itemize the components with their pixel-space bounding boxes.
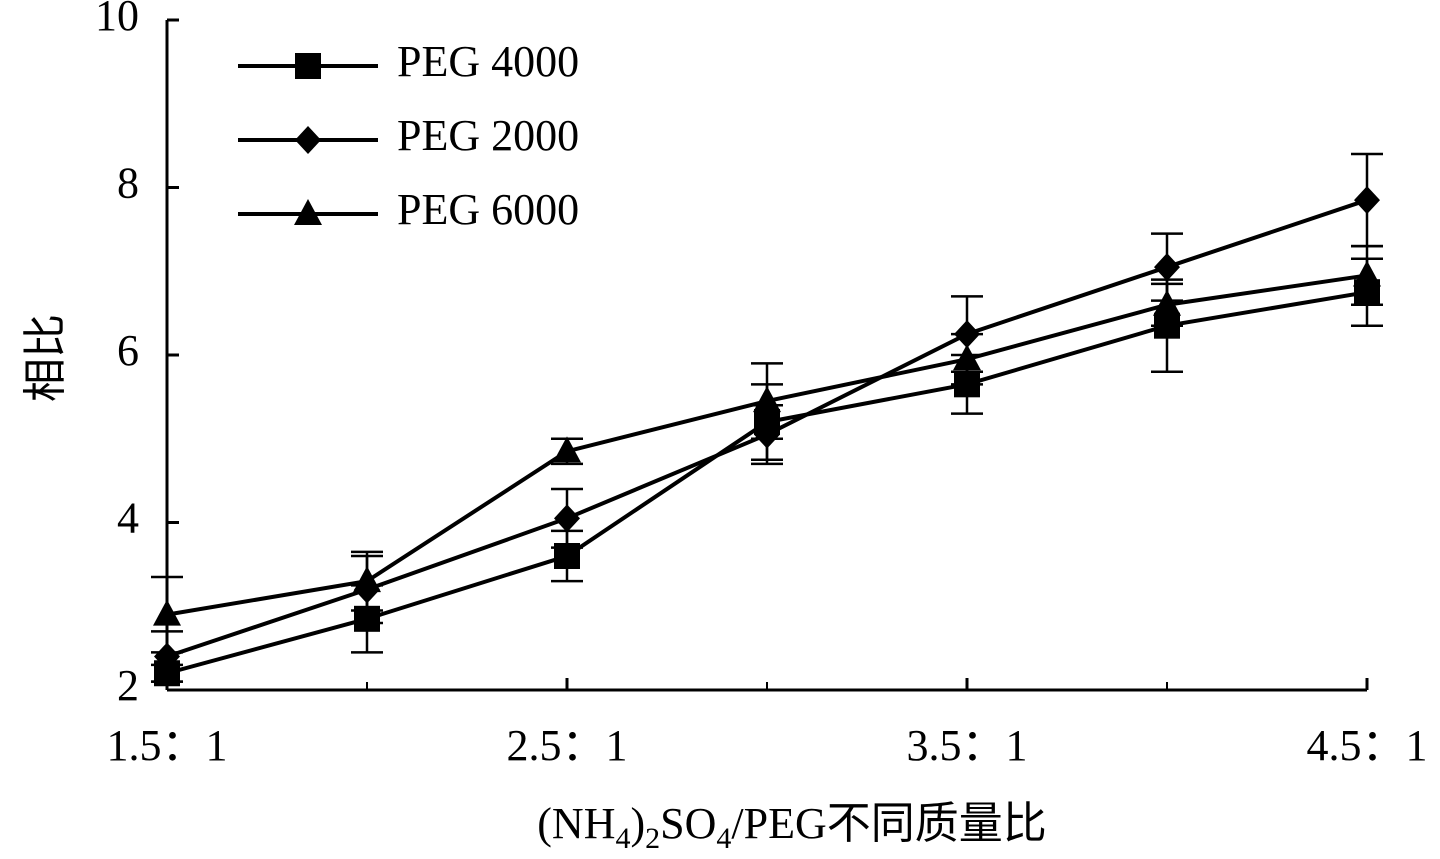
y-axis-title: 相比	[21, 314, 70, 402]
legend-label-2: PEG 6000	[397, 185, 579, 234]
point-s1-p2	[554, 504, 580, 533]
point-s1-p6	[1354, 186, 1380, 215]
legend-label-1: PEG 2000	[397, 111, 579, 160]
point-s0-p5	[1154, 312, 1180, 339]
y-tick-label-6: 6	[117, 326, 139, 375]
point-s2-p6	[1353, 260, 1381, 287]
legend-marker-0	[295, 53, 321, 79]
x-tick-label-1.5: 1.5：1	[107, 721, 228, 770]
point-s0-p1	[354, 605, 380, 632]
y-tick-label-10: 10	[95, 0, 139, 40]
point-s0-p4	[954, 371, 980, 398]
point-s2-p0	[153, 599, 181, 626]
series-line-0	[166, 290, 1368, 676]
y-tick-label-8: 8	[117, 159, 139, 208]
legend-label-0: PEG 4000	[397, 37, 579, 86]
x-tick-label-4.5: 4.5：1	[1307, 721, 1428, 770]
legend: PEG 4000 PEG 2000 PEG 6000	[238, 37, 579, 234]
x-tick-label-3.5: 3.5：1	[907, 721, 1028, 770]
legend-marker-2	[294, 199, 322, 225]
point-s1-p4	[954, 320, 980, 349]
point-s2-p4	[953, 344, 981, 371]
y-tick-label-2: 2	[117, 661, 139, 710]
y-tick-label-4: 4	[117, 494, 139, 543]
point-s1-p0	[154, 642, 180, 671]
x-tick-label-2.5: 2.5：1	[507, 721, 628, 770]
point-s1-p3	[754, 420, 780, 449]
x-axis-title: (NH4)2SO4/PEG不同质量比	[537, 799, 1046, 855]
point-s1-p5	[1154, 253, 1180, 282]
point-s2-p2	[553, 436, 581, 463]
point-s2-p1	[353, 566, 381, 593]
point-s2-p5	[1153, 289, 1181, 316]
series-lines	[153, 186, 1381, 687]
axes: 2 4 6 8 10 1.5：1 2.5：1 3.5：1 4.5：1	[95, 0, 1428, 770]
point-s0-p2	[554, 543, 580, 569]
legend-marker-1	[295, 126, 321, 154]
point-s2-p3	[753, 386, 781, 413]
